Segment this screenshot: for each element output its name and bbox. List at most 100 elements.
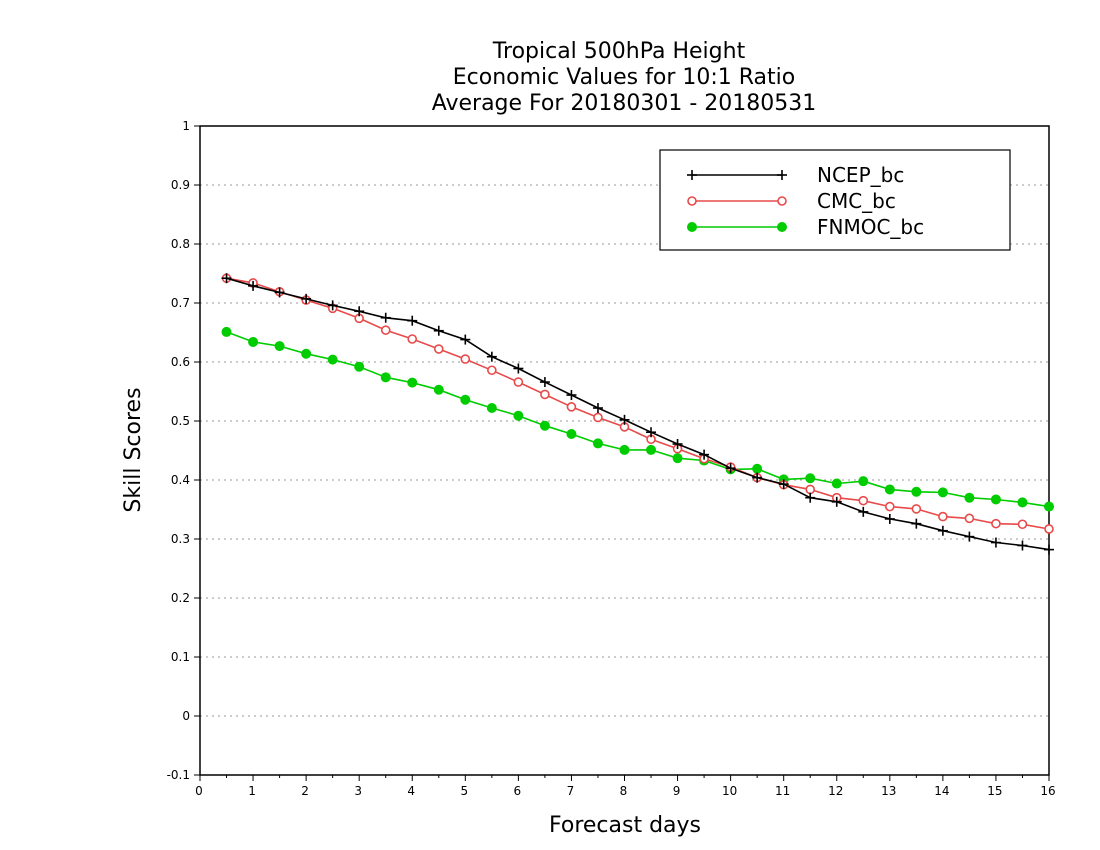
data-point xyxy=(486,403,497,414)
data-point xyxy=(1017,519,1028,530)
data-point xyxy=(672,453,683,464)
data-point xyxy=(433,325,444,336)
data-point xyxy=(327,354,338,365)
y-tick-label: 0.1 xyxy=(171,650,190,664)
data-point xyxy=(990,494,1001,505)
data-point xyxy=(221,326,232,337)
data-point xyxy=(831,496,842,507)
data-point xyxy=(301,348,312,359)
legend-item-FNMOC_bc: FNMOC_bc xyxy=(687,215,924,239)
data-point xyxy=(646,427,657,438)
data-point xyxy=(539,420,550,431)
data-point xyxy=(831,478,842,489)
data-point xyxy=(672,439,683,450)
data-point xyxy=(407,334,418,344)
data-point xyxy=(884,484,895,495)
x-tick-label: 2 xyxy=(301,784,309,798)
data-point xyxy=(380,325,391,335)
legend-marker xyxy=(777,196,787,206)
legend-marker xyxy=(777,170,787,180)
data-point xyxy=(566,390,577,401)
data-point xyxy=(539,377,550,388)
data-point xyxy=(858,476,869,487)
data-point xyxy=(274,341,285,352)
data-point xyxy=(301,293,312,304)
data-point xyxy=(938,511,948,522)
x-tick-label: 15 xyxy=(987,784,1002,798)
chart-title: Tropical 500hPa Height Economic Values f… xyxy=(432,39,817,116)
x-axis: 0 1 2 3 4 5 6 7 8 9 10 11 12 13 14 15 16 xyxy=(195,775,1056,798)
legend-marker xyxy=(777,222,787,232)
x-tick-label: 3 xyxy=(354,784,362,798)
x-tick-label: 1 xyxy=(248,784,256,798)
data-point xyxy=(354,361,365,372)
data-point xyxy=(619,414,630,425)
data-point xyxy=(407,315,418,326)
data-point xyxy=(274,287,285,298)
legend-label: FNMOC_bc xyxy=(817,215,924,239)
data-point xyxy=(1017,497,1028,508)
data-point xyxy=(937,525,948,536)
data-point xyxy=(699,449,710,460)
data-point xyxy=(937,487,948,498)
legend-item-CMC_bc: CMC_bc xyxy=(687,189,896,213)
data-point xyxy=(540,389,550,400)
y-tick-label: 0.7 xyxy=(171,296,190,310)
data-point xyxy=(911,486,922,497)
y-tick-label: 0 xyxy=(182,709,190,723)
x-tick-label: 12 xyxy=(828,784,843,798)
x-tick-label: 5 xyxy=(460,784,468,798)
data-point xyxy=(911,518,922,529)
y-tick-label: 0.8 xyxy=(171,237,190,251)
data-point xyxy=(460,354,471,364)
data-point xyxy=(805,484,816,495)
x-tick-label: 7 xyxy=(567,784,575,798)
data-point xyxy=(592,403,603,414)
data-point xyxy=(1044,501,1054,512)
data-point xyxy=(513,363,524,374)
data-point xyxy=(566,428,577,439)
legend-label: CMC_bc xyxy=(817,189,896,213)
series-CMC_bc xyxy=(221,273,1054,534)
data-point xyxy=(380,312,391,323)
series-group xyxy=(221,273,1054,555)
data-point xyxy=(566,402,577,412)
data-point xyxy=(513,410,524,421)
y-tick-label: 0.4 xyxy=(171,473,190,487)
legend-marker xyxy=(687,196,697,206)
data-point xyxy=(752,472,763,483)
y-tick-label: 0.5 xyxy=(171,414,190,428)
y-tick-label: 1 xyxy=(182,119,190,133)
data-point xyxy=(725,463,736,474)
data-point xyxy=(354,306,365,317)
data-point xyxy=(778,479,789,490)
data-point xyxy=(248,280,259,291)
x-tick-label: 14 xyxy=(934,784,949,798)
y-tick-label: 0.2 xyxy=(171,591,190,605)
data-point xyxy=(884,513,895,524)
y-tick-label: 0.3 xyxy=(171,532,190,546)
data-point xyxy=(593,412,603,423)
data-point xyxy=(433,384,444,395)
legend-marker xyxy=(687,222,697,232)
data-point xyxy=(513,377,524,387)
legend-marker xyxy=(687,170,697,180)
y-axis-label: Skill Scores xyxy=(121,387,146,512)
x-tick-label: 0 xyxy=(195,784,203,798)
data-point xyxy=(964,531,975,542)
x-tick-label: 8 xyxy=(620,784,628,798)
series-FNMOC_bc xyxy=(221,326,1054,512)
series-line xyxy=(226,277,1050,551)
x-tick-label: 11 xyxy=(775,784,790,798)
data-point xyxy=(858,495,869,506)
data-point xyxy=(1017,540,1028,551)
data-point xyxy=(805,492,816,503)
data-point xyxy=(460,394,471,405)
y-tick-label: 0.6 xyxy=(171,355,190,369)
legend-box xyxy=(659,149,1011,251)
y-tick-label: 0.9 xyxy=(171,178,190,192)
data-point xyxy=(858,506,869,517)
data-point xyxy=(1044,544,1054,555)
